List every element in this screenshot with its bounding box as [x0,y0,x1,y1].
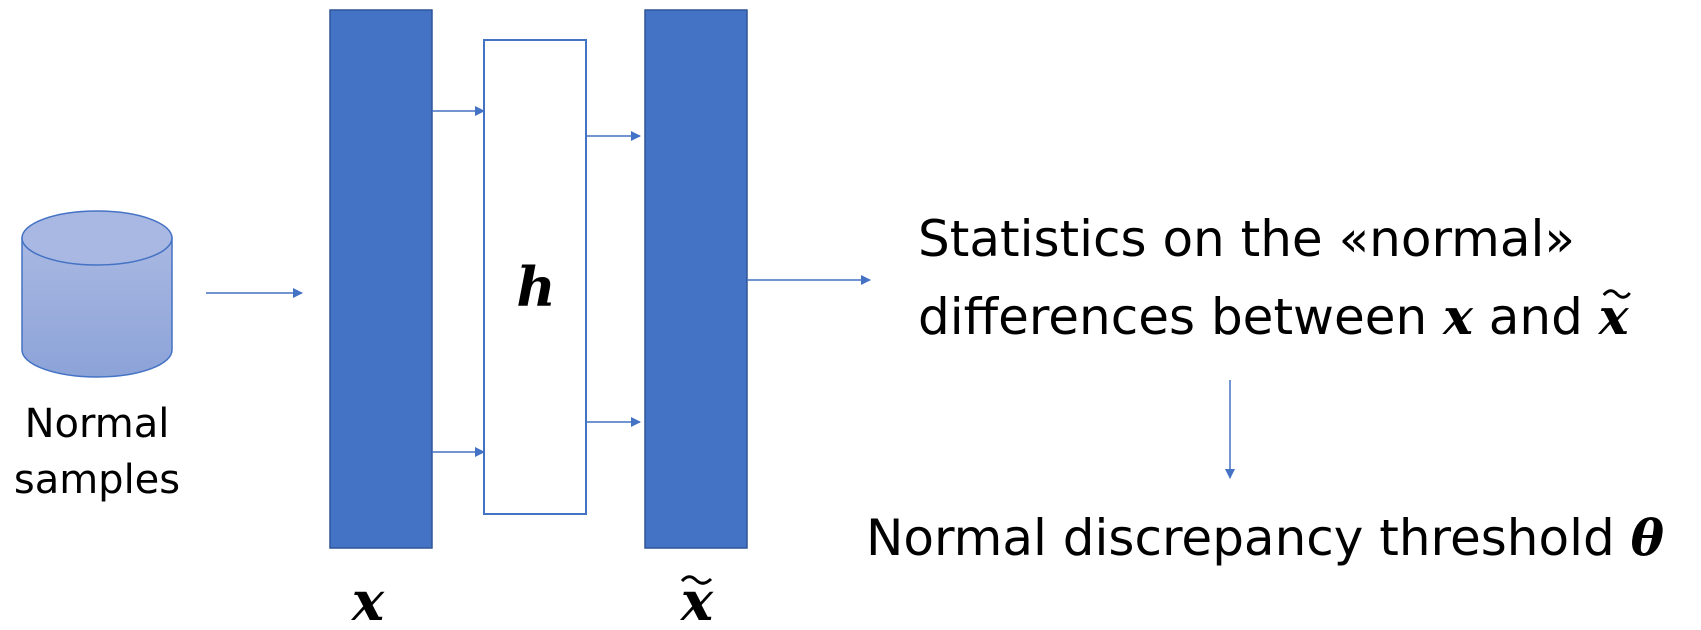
threshold-label: Normal discrepancy threshold [866,509,1631,567]
tilde-mark [680,575,713,585]
database-cylinder-icon [21,210,173,378]
input-layer [329,9,433,549]
statistics-line1: Statistics on the «normal» [918,210,1575,268]
output-layer [644,9,748,549]
threshold-symbol: θ [1631,508,1665,567]
input-layer-label: x [351,569,385,630]
statistics-var-x: x [1442,287,1474,346]
source-label-line2: samples [14,457,180,503]
statistics-line2-prefix: differences between [918,288,1443,346]
output-layer-label-group: x [680,569,714,630]
statistics-line2: differences between x and x [918,287,1630,346]
threshold-text: Normal discrepancy threshold θ [866,508,1665,567]
statistics-line2-middle: and [1473,288,1599,346]
hidden-layer-label: h [516,255,555,319]
source-label-line1: Normal [25,401,170,447]
hidden-layer [483,39,587,515]
tilde-mark-statistics [1602,289,1631,299]
